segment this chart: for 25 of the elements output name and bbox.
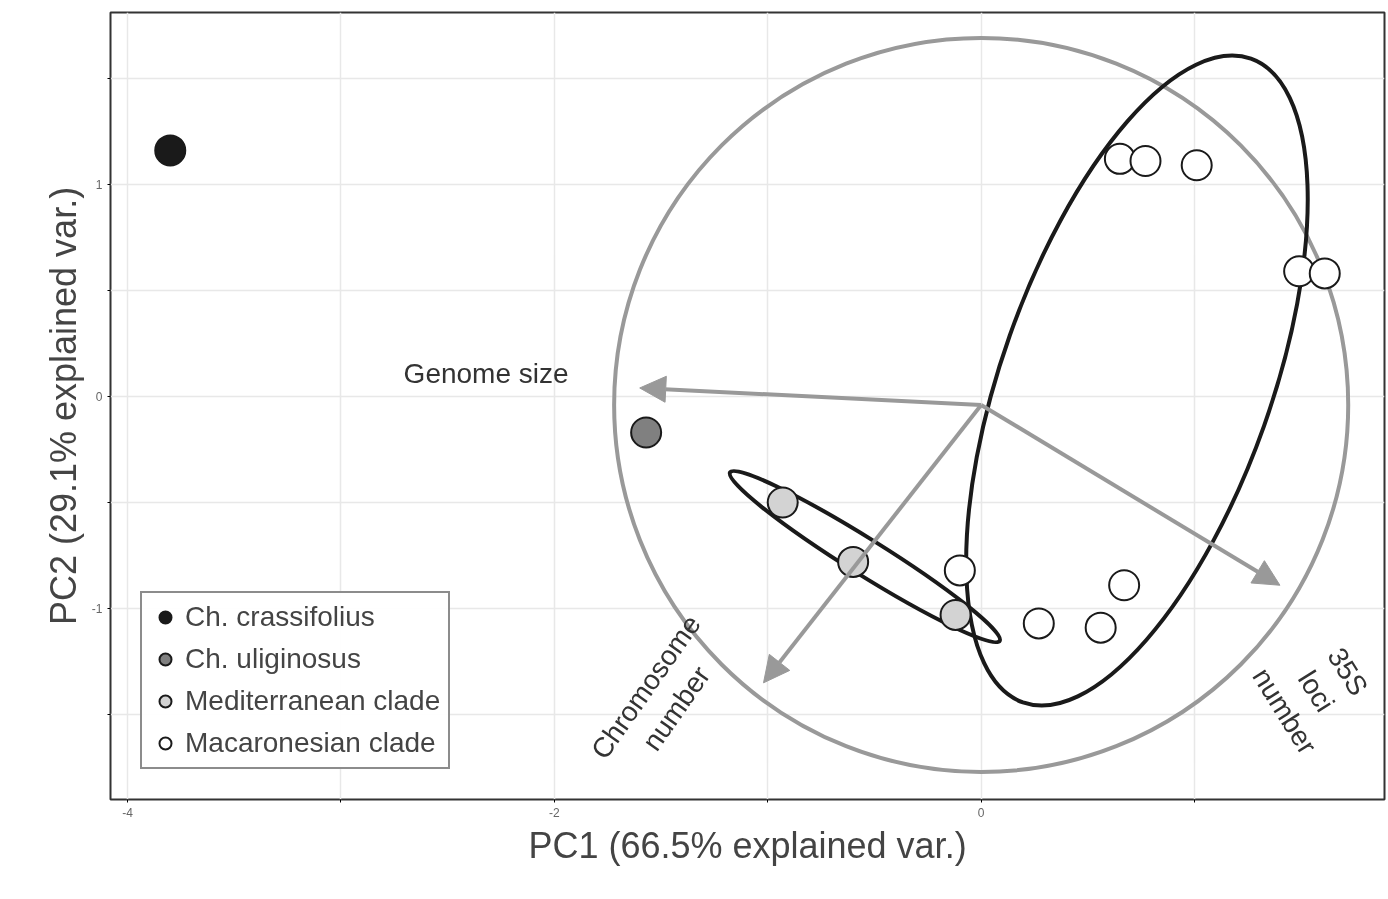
annotation: Genome size — [403, 357, 569, 389]
point — [1180, 149, 1213, 182]
point — [630, 416, 663, 449]
point — [154, 134, 187, 167]
point — [1108, 569, 1141, 602]
point — [943, 554, 976, 587]
x-tick-label: -2 — [549, 805, 561, 820]
legend-label: Ch. uliginosus — [185, 643, 361, 675]
x-tick-label: -4 — [122, 805, 134, 820]
point — [1129, 145, 1162, 177]
point — [1308, 257, 1341, 290]
point — [1022, 607, 1055, 640]
point — [1084, 611, 1117, 644]
point — [939, 598, 972, 631]
y-tick-label: -1 — [91, 602, 103, 617]
y-axis-title: PC2 (29.1% explained var.) — [42, 186, 84, 626]
x-tick-label: 0 — [977, 805, 985, 820]
legend-label: Macaronesian clade — [185, 727, 436, 759]
legend-label: Mediterranean clade — [185, 685, 441, 717]
y-tick-label: 0 — [95, 389, 103, 404]
y-tick-label: 1 — [95, 177, 103, 192]
point — [1283, 255, 1316, 288]
x-axis-title: PC1 (66.5% explained var.) — [528, 824, 967, 866]
legend-label: Ch. crassifolius — [185, 601, 375, 633]
point — [766, 486, 799, 519]
